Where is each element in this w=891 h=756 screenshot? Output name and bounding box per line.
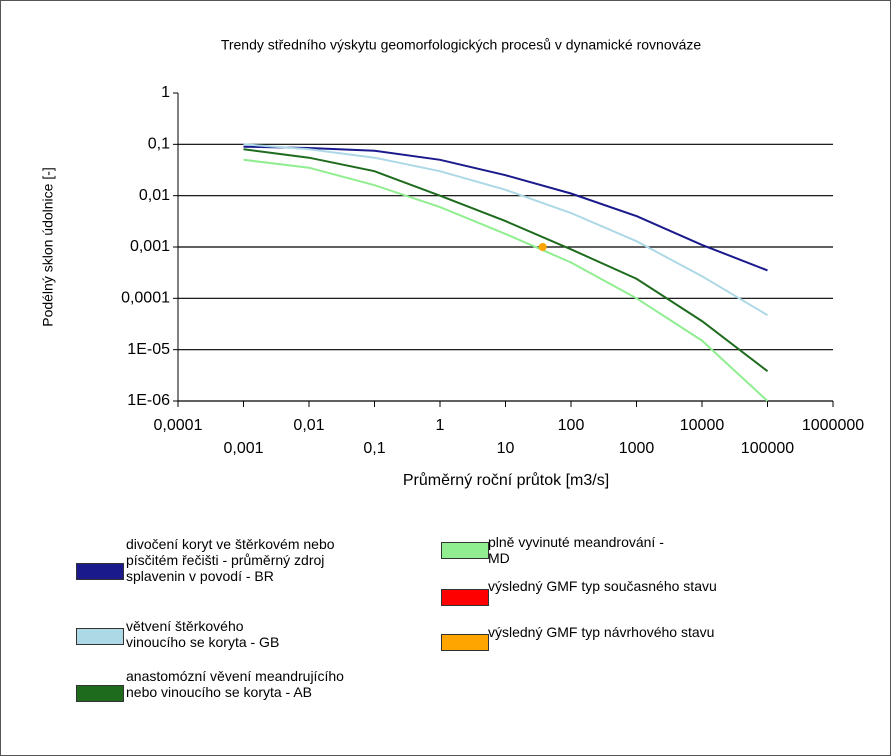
chart-title: Trendy středního výskytu geomorfologický…	[221, 37, 702, 53]
series-line	[243, 145, 768, 272]
x-tick-label: 1000	[619, 440, 655, 457]
legend-swatch	[441, 634, 489, 651]
legend-label: plně vyvinuté meandrování - MD	[488, 534, 664, 566]
x-axis-label: Průměrný roční průtok [m3/s]	[403, 471, 609, 489]
legend-swatch	[76, 628, 124, 645]
series-line	[243, 143, 769, 317]
x-tick-label: 10000	[680, 417, 725, 434]
series-point	[538, 243, 547, 251]
y-tick-label: 0,0001	[121, 290, 170, 307]
x-tick-label: 1	[436, 417, 445, 434]
x-tick-label: 0,1	[363, 440, 385, 457]
y-tick-label: 1	[161, 84, 170, 101]
legend-label: anastomózní věvení meandrujícího nebo vi…	[126, 668, 344, 700]
y-tick-label: 0,001	[130, 238, 170, 255]
series-line	[243, 148, 769, 372]
legend-label: výsledný GMF typ současného stavu	[488, 578, 717, 594]
y-axis-label: Podélný sklon údolnice [-]	[40, 167, 56, 327]
x-tick-label: 100	[558, 417, 585, 434]
x-tick-label: 0,0001	[154, 417, 203, 434]
y-tick-label: 1E-05	[127, 341, 170, 358]
legend-swatch	[76, 685, 124, 702]
y-tick-label: 0,1	[148, 136, 170, 153]
legend-swatch	[441, 589, 489, 606]
x-tick-label: 0,01	[293, 417, 324, 434]
x-tick-label: 1000000	[802, 417, 864, 434]
y-tick-label: 1E-06	[127, 392, 170, 409]
series-line	[243, 158, 769, 402]
legend-label: divočení koryt ve štěrkovém nebo písčité…	[126, 536, 335, 584]
legend-label: větvení štěrkového vinoucího se koryta -…	[126, 618, 280, 650]
legend-swatch	[76, 563, 124, 580]
x-tick-label: 100000	[741, 440, 794, 457]
y-tick-label: 0,01	[139, 187, 170, 204]
x-tick-label: 0,001	[223, 440, 263, 457]
x-tick-label: 10	[497, 440, 515, 457]
legend-label: výsledný GMF typ návrhového stavu	[488, 624, 715, 640]
legend-swatch	[441, 542, 489, 559]
